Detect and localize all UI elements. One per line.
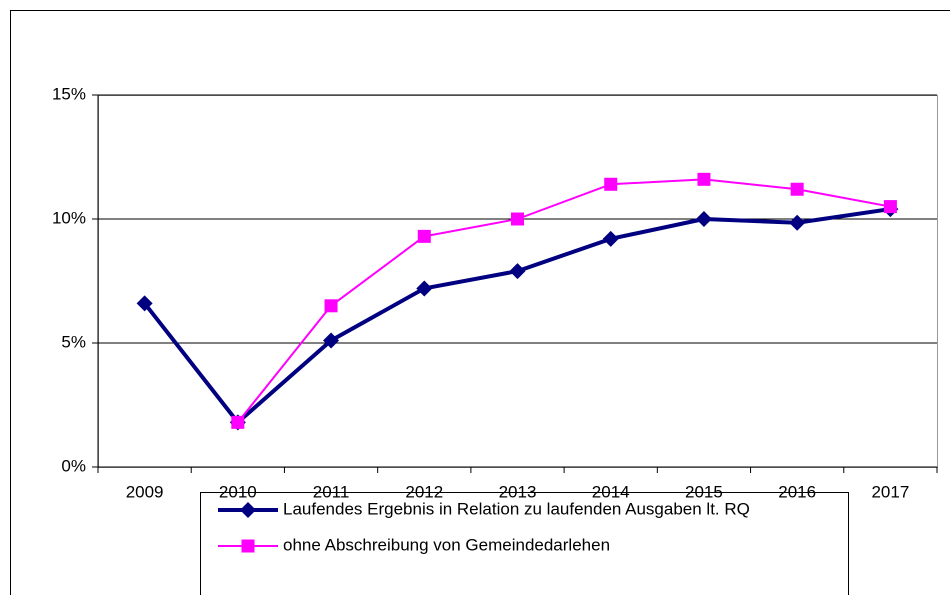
x-tick-label: 2010 bbox=[219, 482, 257, 501]
data-point bbox=[323, 332, 340, 349]
series-line bbox=[237, 178, 891, 423]
y-tick-label: 0% bbox=[61, 456, 86, 475]
legend-marker bbox=[241, 539, 255, 553]
legend-label: Laufendes Ergebnis in Relation zu laufen… bbox=[283, 499, 750, 518]
data-point bbox=[695, 211, 712, 227]
data-point bbox=[790, 182, 804, 196]
x-tick-label: 2017 bbox=[871, 482, 909, 501]
data-point bbox=[511, 212, 524, 226]
data-point bbox=[883, 200, 897, 214]
x-tick-label: 2016 bbox=[778, 482, 816, 501]
chart-frame bbox=[10, 10, 950, 595]
data-point bbox=[136, 295, 153, 312]
x-tick-label: 2013 bbox=[499, 482, 537, 501]
data-point bbox=[324, 299, 338, 313]
x-tick-label: 2012 bbox=[405, 482, 443, 501]
data-point bbox=[697, 172, 711, 186]
y-tick-label: 15% bbox=[52, 84, 86, 103]
y-tick-label: 5% bbox=[61, 332, 86, 351]
data-point bbox=[231, 415, 245, 429]
plot-area bbox=[98, 95, 938, 468]
x-tick-label: 2014 bbox=[592, 482, 630, 501]
legend-box bbox=[200, 492, 849, 595]
data-point bbox=[602, 230, 619, 247]
y-tick-label: 10% bbox=[52, 208, 86, 227]
x-tick-label: 2015 bbox=[685, 482, 723, 501]
data-point bbox=[604, 177, 618, 191]
data-point bbox=[789, 214, 806, 231]
series-line bbox=[143, 207, 891, 425]
data-point bbox=[417, 229, 431, 243]
legend-marker bbox=[240, 502, 256, 518]
x-tick-label: 2011 bbox=[313, 482, 350, 501]
x-tick-label: 2009 bbox=[126, 482, 164, 501]
legend-label: ohne Abschreibung von Gemeindedarlehen bbox=[283, 535, 610, 554]
data-point bbox=[416, 280, 433, 297]
data-point bbox=[509, 263, 526, 280]
